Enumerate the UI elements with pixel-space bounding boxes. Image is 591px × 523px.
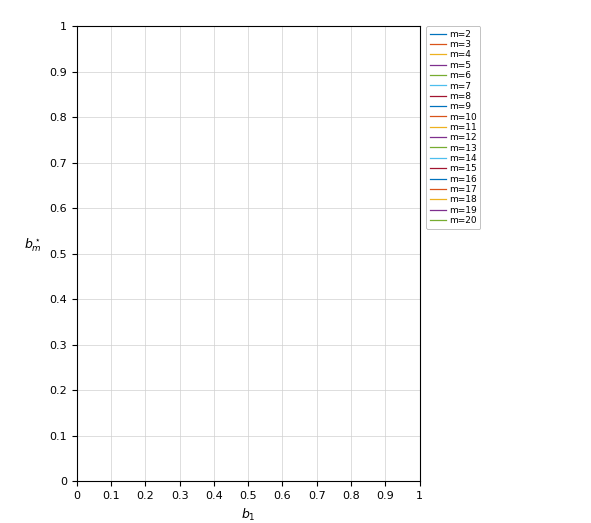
Legend: m=2, m=3, m=4, m=5, m=6, m=7, m=8, m=9, m=10, m=11, m=12, m=13, m=14, m=15, m=16: m=2, m=3, m=4, m=5, m=6, m=7, m=8, m=9, …	[427, 26, 480, 229]
X-axis label: $b_1$: $b_1$	[241, 506, 255, 522]
Y-axis label: $b_m^\star$: $b_m^\star$	[24, 236, 41, 254]
